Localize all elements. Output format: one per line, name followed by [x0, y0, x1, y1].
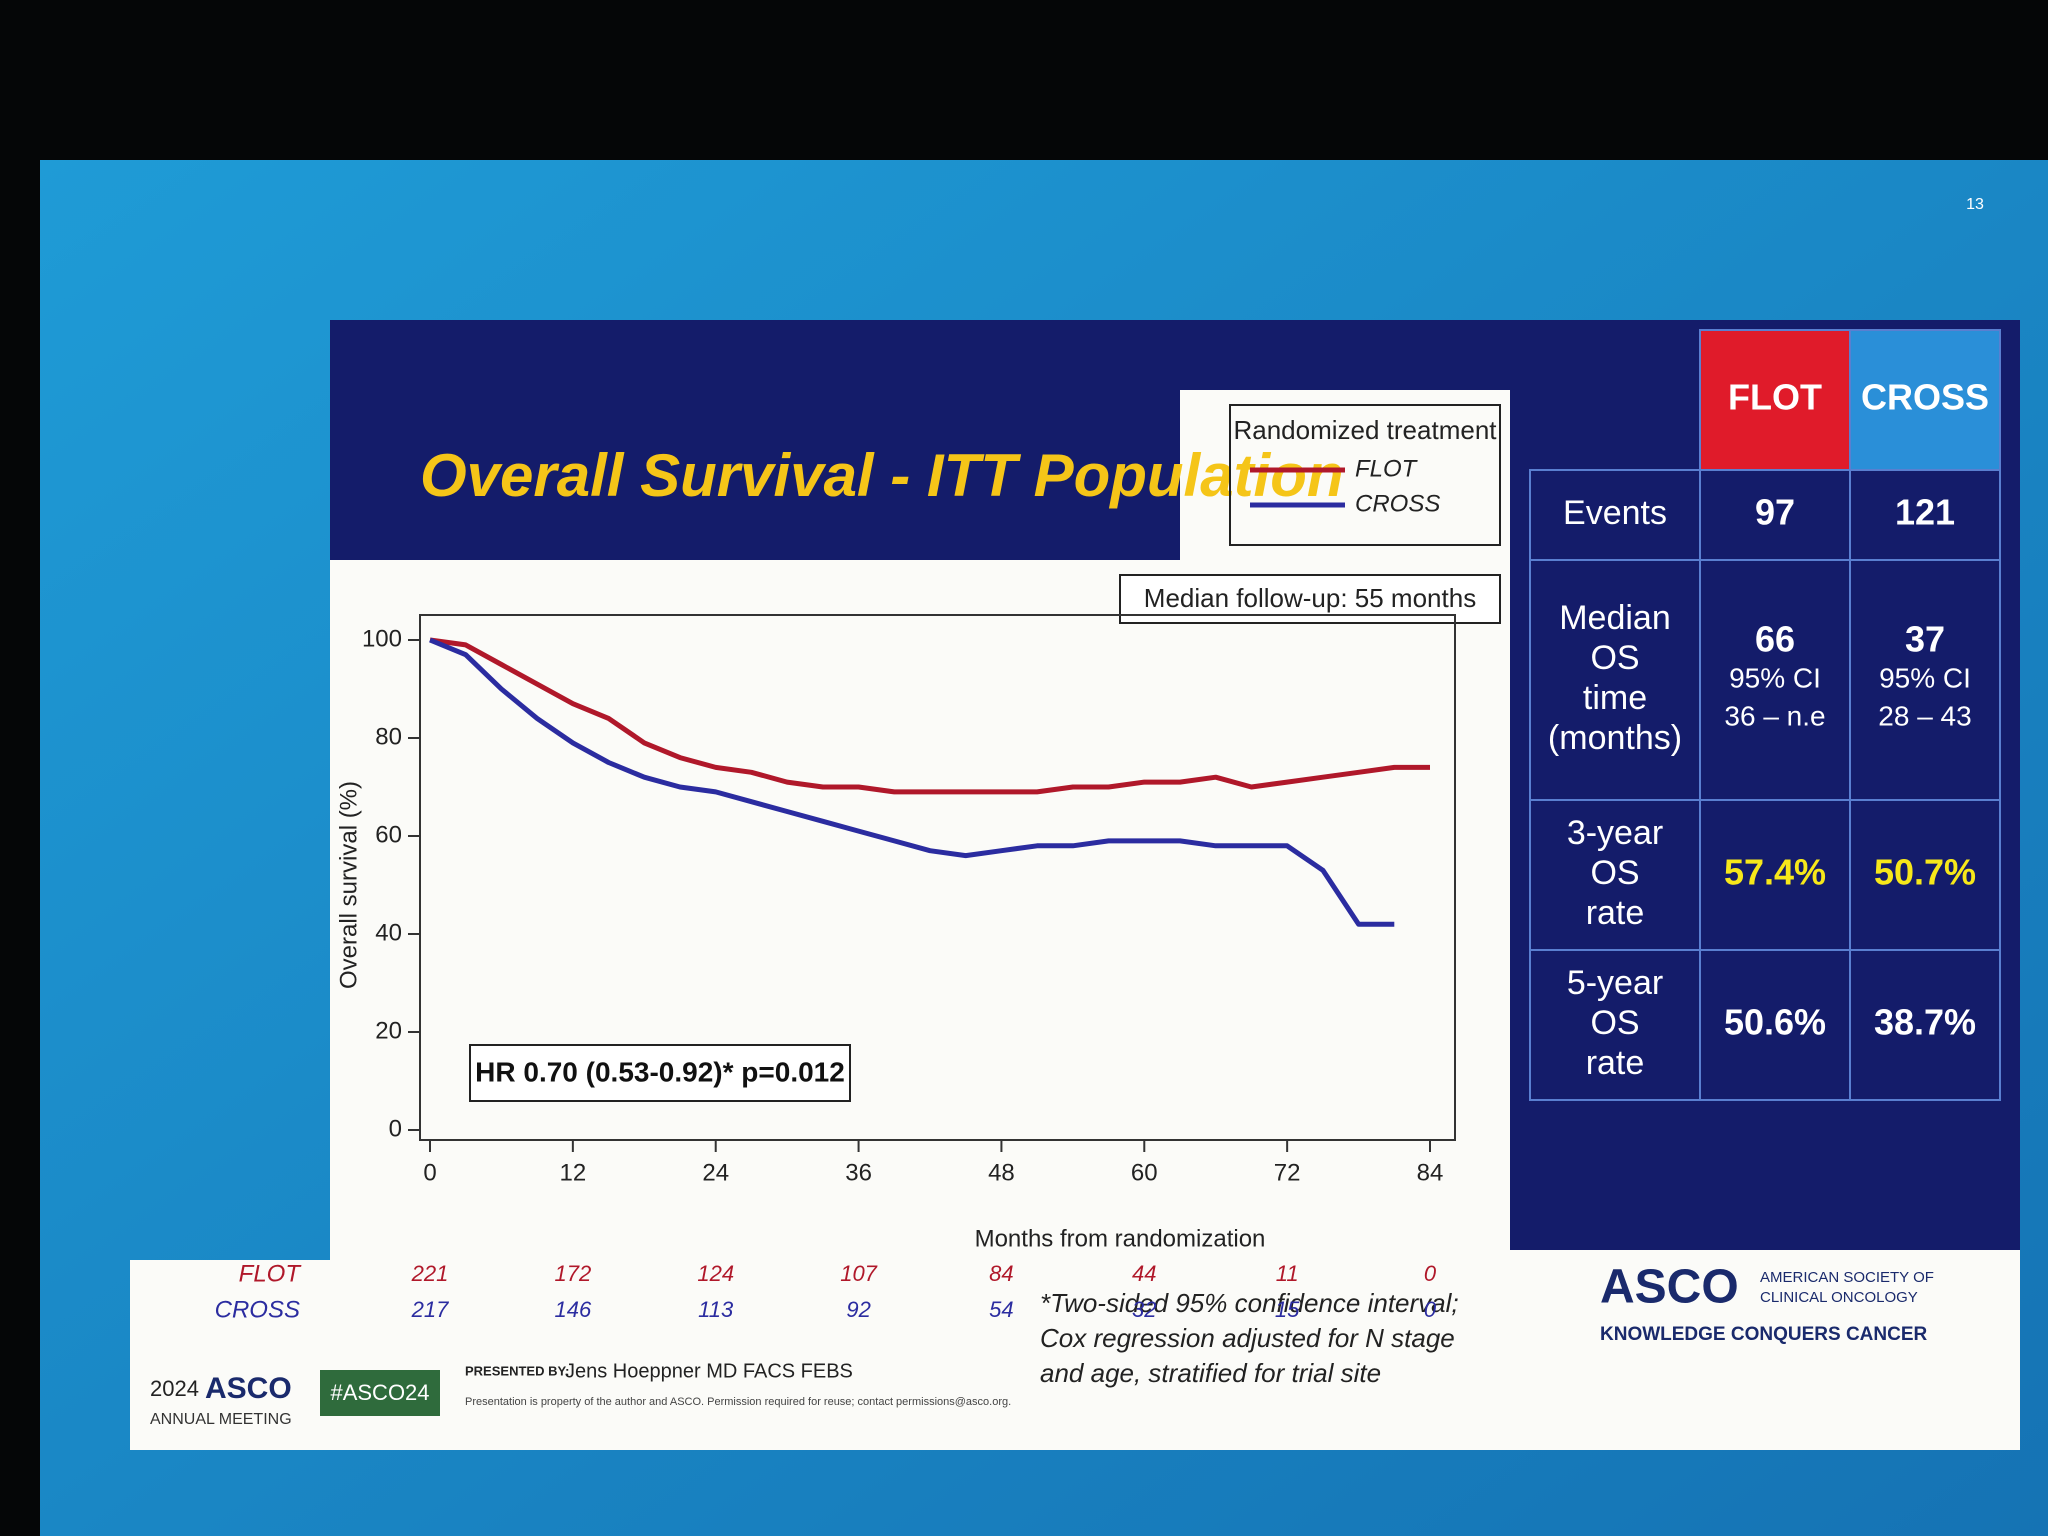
row-label: (months): [1548, 719, 1682, 757]
plot-frame: [419, 614, 1456, 1141]
row-label: rate: [1586, 1044, 1645, 1082]
table-value: 50.7%: [1874, 852, 1976, 893]
notice: Presentation is property of the author a…: [465, 1396, 1011, 1408]
row-label: OS: [1590, 854, 1639, 892]
survival-line: [429, 637, 1395, 927]
at-risk-count: 113: [698, 1297, 734, 1322]
at-risk-count: 221: [411, 1261, 449, 1286]
y-tick-label: 0: [389, 1115, 402, 1142]
survival-line: [429, 637, 1430, 795]
row-label: OS: [1590, 1004, 1639, 1042]
footer-year: 2024: [150, 1376, 199, 1401]
footer-hashtag: #ASCO24: [330, 1380, 429, 1405]
at-risk-count: 217: [411, 1297, 449, 1322]
at-risk-count: 107: [840, 1261, 877, 1286]
footer-meeting: ASCO: [205, 1372, 292, 1405]
at-risk-count: 15: [1275, 1297, 1300, 1322]
at-risk-count: 146: [554, 1297, 591, 1322]
y-tick-label: 20: [375, 1017, 402, 1044]
x-tick-label: 24: [702, 1159, 729, 1186]
legend-label: FLOT: [1355, 455, 1419, 482]
legend-box: [1229, 404, 1501, 546]
at-risk-count: 11: [1276, 1261, 1299, 1286]
at-risk-count: 0: [1424, 1297, 1437, 1322]
row-label: 3-year: [1567, 814, 1663, 852]
y-axis-title: Overall survival (%): [335, 781, 362, 989]
logo: ASCO: [1600, 1261, 1739, 1314]
table-value: 37: [1905, 619, 1945, 660]
white-panel: [130, 390, 2020, 1450]
row-label: rate: [1586, 894, 1645, 932]
column-header: CROSS: [1861, 377, 1989, 418]
table-value: 121: [1895, 492, 1955, 533]
at-risk-count: 54: [989, 1297, 1013, 1322]
row-label: Events: [1563, 494, 1667, 532]
legend-title: Randomized treatment: [1233, 415, 1497, 445]
y-tick-label: 80: [375, 723, 402, 750]
x-axis-title: Months from randomization: [975, 1225, 1266, 1252]
at-risk-count: 44: [1132, 1261, 1156, 1286]
chart-title: Overall Survival - ITT Population: [420, 442, 1344, 509]
footnote: *Two-sided 95% confidence interval;: [1040, 1288, 1459, 1318]
footnote: and age, stratified for trial site: [1040, 1358, 1381, 1388]
table-value: 95% CI: [1879, 662, 1971, 693]
x-tick-label: 60: [1131, 1159, 1158, 1186]
footnote: Cox regression adjusted for N stage: [1040, 1323, 1455, 1353]
row-label: Median: [1559, 599, 1671, 637]
y-tick-label: 60: [375, 821, 402, 848]
at-risk-count: 32: [1132, 1297, 1156, 1322]
presenter: Jens Hoeppner MD FACS FEBS: [565, 1360, 853, 1382]
at-risk-count: 0: [1424, 1261, 1437, 1286]
x-tick-label: 0: [423, 1159, 436, 1186]
society: CLINICAL ONCOLOGY: [1760, 1289, 1918, 1306]
x-tick-label: 48: [988, 1159, 1015, 1186]
society: AMERICAN SOCIETY OF: [1760, 1269, 1934, 1286]
x-tick-label: 72: [1274, 1159, 1301, 1186]
footer-meeting-sub: ANNUAL MEETING: [150, 1411, 292, 1428]
at-risk-label: FLOT: [239, 1260, 303, 1287]
legend-label: CROSS: [1355, 490, 1440, 517]
row-label: OS: [1590, 639, 1639, 677]
at-risk-count: 124: [697, 1261, 734, 1286]
annotation: HR 0.70 (0.53-0.92)* p=0.012: [475, 1056, 845, 1087]
table-cell: [1849, 949, 2001, 1101]
table-value: 95% CI: [1729, 662, 1821, 693]
presented-by: PRESENTED BY:: [465, 1363, 570, 1378]
at-risk-label: CROSS: [215, 1296, 300, 1323]
page-number: 13: [1966, 196, 1984, 213]
at-risk-count: 92: [846, 1297, 870, 1322]
table-value: 38.7%: [1874, 1002, 1976, 1043]
at-risk-count: 84: [989, 1261, 1013, 1286]
column-header: FLOT: [1728, 377, 1822, 418]
y-tick-label: 100: [362, 625, 402, 652]
column-header-cell: [1849, 329, 2001, 471]
at-risk-count: 172: [554, 1261, 591, 1286]
table-value: 50.6%: [1724, 1002, 1826, 1043]
table-value: 97: [1755, 492, 1795, 533]
row-label: time: [1583, 679, 1647, 717]
table-value: 57.4%: [1724, 852, 1826, 893]
row-label: 5-year: [1567, 964, 1663, 1002]
tagline: KNOWLEDGE CONQUERS CANCER: [1600, 1324, 1928, 1345]
x-tick-label: 12: [560, 1159, 587, 1186]
hashtag-box: [320, 1370, 440, 1416]
x-tick-label: 84: [1417, 1159, 1444, 1186]
annotation-box: [469, 1044, 851, 1102]
y-tick-label: 40: [375, 919, 402, 946]
x-tick-label: 36: [845, 1159, 872, 1186]
table-value: 66: [1755, 619, 1795, 660]
annotation: Median follow-up: 55 months: [1144, 583, 1476, 613]
table-value: 28 – 43: [1878, 700, 1971, 731]
table-value: 36 – n.e: [1724, 700, 1825, 731]
